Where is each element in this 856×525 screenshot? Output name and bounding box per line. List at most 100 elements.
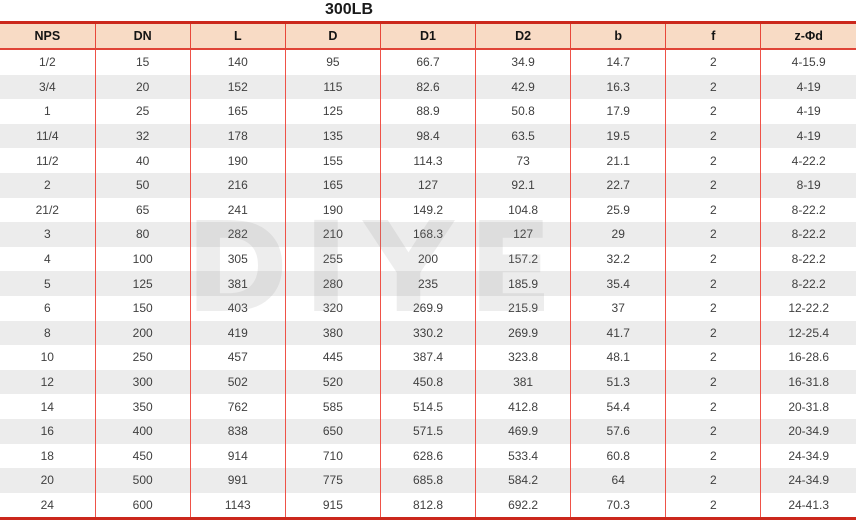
table-row: 6 150 403 320 269.9 215.9 37 2 12-22.2	[0, 295, 856, 321]
table-cell: 8-22.2	[760, 246, 856, 272]
table-cell: 20-31.8	[760, 394, 856, 419]
table-cell: 4-19	[760, 99, 856, 124]
table-cell: 250	[94, 345, 191, 370]
header-cell-1: DN	[94, 22, 191, 50]
table-cell: 2	[665, 49, 761, 75]
header-cell-2: L	[189, 22, 286, 50]
table-cell: 150	[94, 295, 191, 321]
table-cell: 200	[379, 246, 476, 272]
table-cell: 135	[284, 123, 381, 149]
table-cell: 73	[475, 148, 571, 173]
table-cell: 8-19	[760, 172, 856, 198]
table-cell: 2	[665, 468, 761, 493]
table-cell: 12-22.2	[760, 295, 856, 321]
table-cell: 775	[284, 468, 381, 493]
table-cell: 100	[94, 246, 191, 272]
table-cell: 520	[284, 369, 381, 395]
table-cell: 412.8	[475, 394, 571, 419]
table-cell: 215.9	[475, 295, 571, 321]
table-cell: 18	[0, 443, 96, 469]
table-cell: 95	[284, 49, 381, 75]
table-cell: 2	[665, 123, 761, 149]
table-cell: 16	[0, 418, 96, 444]
table-row: 3/4 20 152 115 82.6 42.9 16.3 2 4-19	[0, 74, 856, 100]
table-cell: 34.9	[475, 49, 571, 75]
flange-dimensions-table: NPS DN L D D1 D2 b f z-Φd 1/2 15 140 95 66.7 34.9 14.7…	[0, 21, 856, 521]
table-cell: 15	[94, 49, 191, 75]
table-cell: 762	[189, 394, 286, 419]
table-cell: 88.9	[379, 99, 476, 124]
table-cell: 4-22.2	[760, 148, 856, 173]
table-cell: 152	[189, 74, 286, 100]
table-row: 16 400 838 650 571.5 469.9 57.6 2 20-34.9	[0, 418, 856, 444]
table-cell: 469.9	[475, 418, 571, 444]
table-cell: 19.5	[570, 123, 666, 149]
table-cell: 24-41.3	[760, 492, 856, 519]
table-cell: 24	[0, 492, 96, 519]
table-cell: 8-22.2	[760, 197, 856, 223]
table-cell: 104.8	[475, 197, 571, 223]
table-cell: 24-34.9	[760, 443, 856, 469]
table-cell: 20	[94, 74, 191, 100]
table-cell: 92.1	[475, 172, 571, 198]
table-cell: 16-28.6	[760, 345, 856, 370]
table-cell: 8	[0, 320, 96, 346]
table-cell: 149.2	[379, 197, 476, 223]
table-cell: 2	[665, 74, 761, 100]
table-row: 11/2 40 190 155 114.3 73 21.1 2 4-22.2	[0, 148, 856, 173]
table-cell: 125	[284, 99, 381, 124]
table-cell: 65	[94, 197, 191, 223]
table-row: 12 300 502 520 450.8 381 51.3 2 16-31.8	[0, 369, 856, 395]
table-cell: 57.6	[570, 418, 666, 444]
table-cell: 8-22.2	[760, 271, 856, 296]
table-cell: 82.6	[379, 74, 476, 100]
table-cell: 25	[94, 99, 191, 124]
table-cell: 25.9	[570, 197, 666, 223]
table-cell: 114.3	[379, 148, 476, 173]
table-cell: 17.9	[570, 99, 666, 124]
table-row: 21/2 65 241 190 149.2 104.8 25.9 2 8-22.2	[0, 197, 856, 223]
table-cell: 500	[94, 468, 191, 493]
table-row: 1/2 15 140 95 66.7 34.9 14.7 2 4-15.9	[0, 49, 856, 75]
table-cell: 4	[0, 246, 96, 272]
table-row: 3 80 282 210 168.3 127 29 2 8-22.2	[0, 222, 856, 247]
header-cell-7: f	[665, 22, 761, 50]
table-cell: 20-34.9	[760, 418, 856, 444]
table-cell: 2	[665, 492, 761, 519]
table-cell: 812.8	[379, 492, 476, 519]
table-cell: 48.1	[570, 345, 666, 370]
table-cell: 282	[189, 222, 286, 247]
table-cell: 514.5	[379, 394, 476, 419]
table-row: 24 600 1143 915 812.8 692.2 70.3 2 24-41.3	[0, 492, 856, 519]
table-cell: 2	[665, 394, 761, 419]
table-cell: 419	[189, 320, 286, 346]
header-cell-4: D1	[379, 22, 476, 50]
table-cell: 280	[284, 271, 381, 296]
table-cell: 35.4	[570, 271, 666, 296]
table-cell: 80	[94, 222, 191, 247]
table-cell: 991	[189, 468, 286, 493]
table-cell: 32	[94, 123, 191, 149]
table-cell: 200	[94, 320, 191, 346]
table-row: 10 250 457 445 387.4 323.8 48.1 2 16-28.6	[0, 345, 856, 370]
table-row: 5 125 381 280 235 185.9 35.4 2 8-22.2	[0, 271, 856, 296]
table-cell: 14.7	[570, 49, 666, 75]
table-cell: 2	[665, 418, 761, 444]
table-cell: 11/4	[0, 123, 96, 149]
table-row: 8 200 419 380 330.2 269.9 41.7 2 12-25.4	[0, 320, 856, 346]
table-cell: 2	[665, 148, 761, 173]
header-cell-3: D	[284, 22, 381, 50]
table-cell: 2	[665, 295, 761, 321]
table-cell: 50	[94, 172, 191, 198]
table-cell: 3	[0, 222, 96, 247]
table-cell: 450.8	[379, 369, 476, 395]
table-cell: 16-31.8	[760, 369, 856, 395]
table-cell: 24-34.9	[760, 468, 856, 493]
table-cell: 269.9	[379, 295, 476, 321]
table-cell: 16.3	[570, 74, 666, 100]
table-cell: 1143	[189, 492, 286, 519]
table-cell: 32.2	[570, 246, 666, 272]
table-cell: 40	[94, 148, 191, 173]
header-cell-6: b	[570, 22, 666, 50]
table-cell: 12-25.4	[760, 320, 856, 346]
